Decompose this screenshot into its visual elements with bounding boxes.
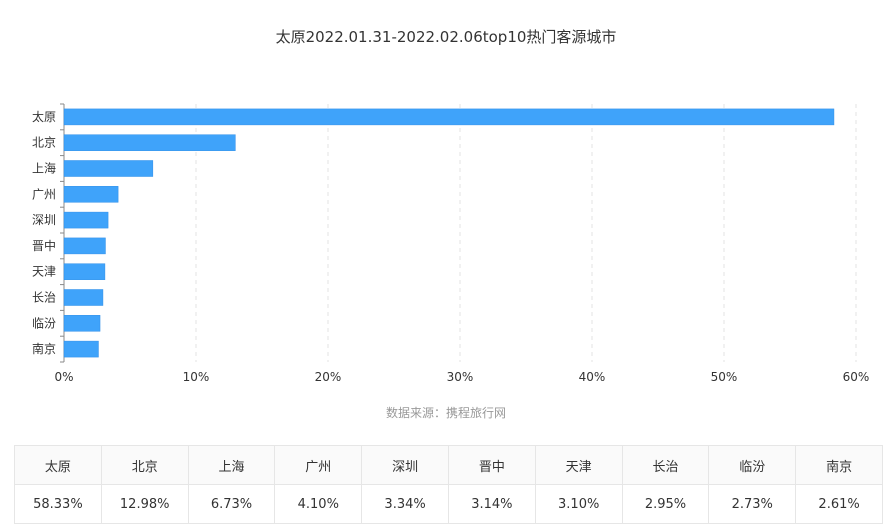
table-cell: 6.73% bbox=[187, 484, 276, 524]
table-cell: 12.98% bbox=[100, 484, 189, 524]
table-header-cell: 南京 bbox=[795, 445, 883, 485]
bar bbox=[63, 211, 109, 229]
table-header-cell: 临汾 bbox=[708, 445, 797, 485]
table-cell: 3.14% bbox=[447, 484, 536, 524]
category-label: 长治 bbox=[32, 291, 56, 305]
table-header-cell: 太原 bbox=[14, 445, 102, 485]
data-table: 太原 北京 上海 广州 深圳 晋中 天津 长治 临汾 南京 58.33% 12.… bbox=[14, 445, 883, 524]
category-label: 深圳 bbox=[32, 213, 56, 227]
x-tick-label: 60% bbox=[843, 370, 870, 384]
bar bbox=[63, 340, 99, 358]
table-cell: 58.33% bbox=[14, 484, 102, 524]
table-header-cell: 广州 bbox=[274, 445, 363, 485]
table-row: 58.33% 12.98% 6.73% 4.10% 3.34% 3.14% 3.… bbox=[14, 484, 883, 524]
x-tick-label: 40% bbox=[579, 370, 606, 384]
bar bbox=[63, 237, 106, 255]
category-label: 临汾 bbox=[32, 316, 56, 330]
bar bbox=[63, 289, 104, 306]
category-label: 天津 bbox=[32, 265, 56, 279]
category-label: 晋中 bbox=[32, 238, 56, 253]
table-cell: 3.34% bbox=[361, 484, 449, 524]
x-tick-label: 30% bbox=[447, 370, 474, 384]
table-header-cell: 上海 bbox=[187, 445, 276, 485]
x-tick-label: 20% bbox=[315, 370, 342, 384]
table-cell: 3.10% bbox=[534, 484, 623, 524]
table-cell: 2.73% bbox=[708, 484, 797, 524]
category-label: 北京 bbox=[32, 136, 56, 150]
table-cell: 4.10% bbox=[274, 484, 363, 524]
bar bbox=[63, 160, 154, 177]
x-tick-label: 0% bbox=[54, 370, 73, 384]
table-header-cell: 深圳 bbox=[361, 445, 449, 485]
table-header-cell: 长治 bbox=[621, 445, 710, 485]
table-header-cell: 天津 bbox=[534, 445, 623, 485]
x-tick-label: 50% bbox=[711, 370, 738, 384]
table-header-cell: 北京 bbox=[100, 445, 189, 485]
bar bbox=[63, 134, 236, 151]
bar bbox=[63, 263, 106, 280]
bar bbox=[63, 186, 119, 203]
category-label: 上海 bbox=[32, 161, 56, 176]
category-label: 广州 bbox=[32, 187, 56, 201]
chart-title: 太原2022.01.31-2022.02.06top10热门客源城市 bbox=[275, 28, 617, 46]
x-tick-label: 10% bbox=[183, 370, 210, 384]
table-header-cell: 晋中 bbox=[447, 445, 536, 485]
table-cell: 2.61% bbox=[795, 484, 883, 524]
category-label: 太原 bbox=[32, 109, 56, 124]
bar bbox=[63, 315, 101, 332]
table-header-row: 太原 北京 上海 广州 深圳 晋中 天津 长治 临汾 南京 bbox=[14, 445, 883, 485]
data-source-note: 数据来源：携程旅行网 bbox=[385, 406, 506, 420]
category-label: 南京 bbox=[32, 341, 56, 356]
table-cell: 2.95% bbox=[621, 484, 710, 524]
bar bbox=[63, 108, 835, 126]
